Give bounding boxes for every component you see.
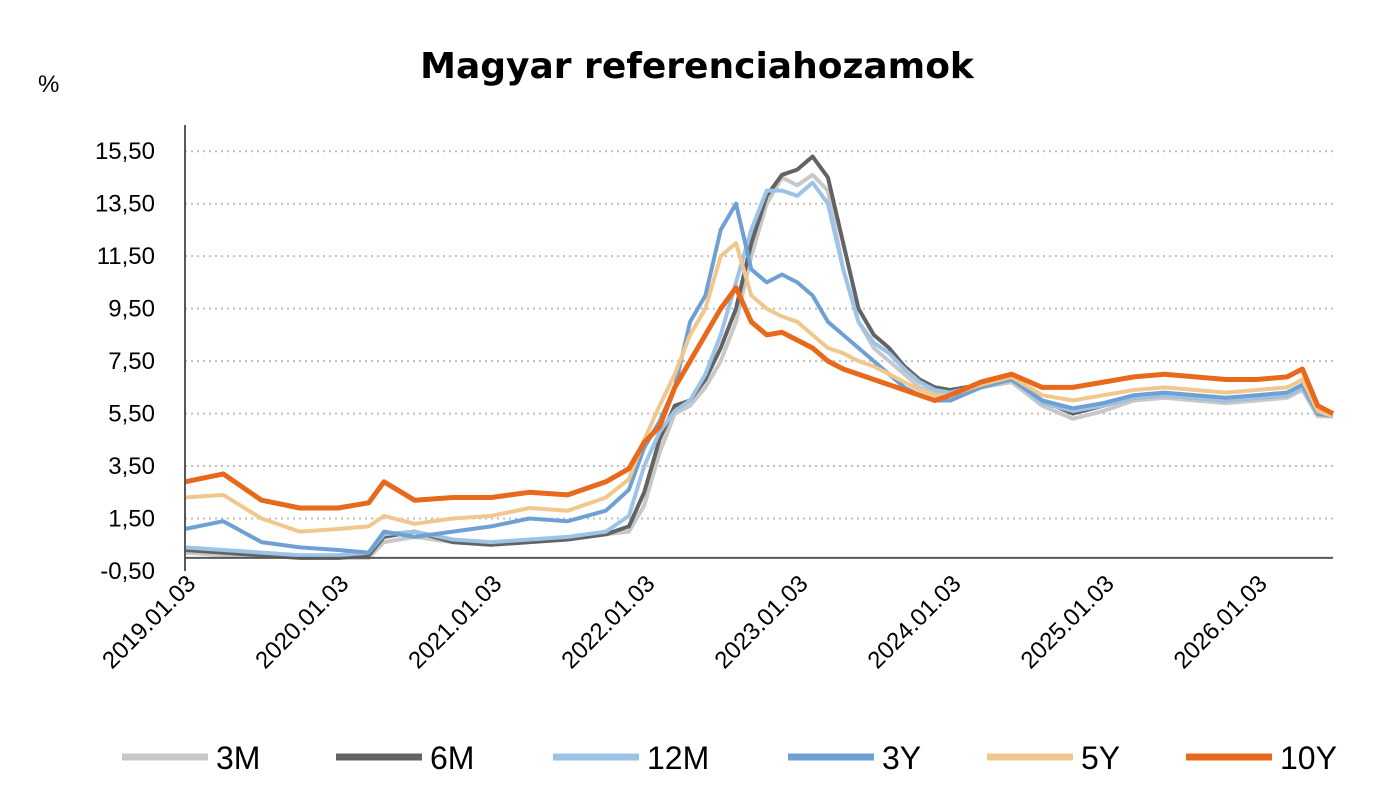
x-tick-label: 2024.01.03 <box>863 570 967 674</box>
y-tick-label: -0,50 <box>100 558 155 585</box>
x-tick-label: 2023.01.03 <box>709 570 813 674</box>
x-tick-label: 2021.01.03 <box>403 570 507 674</box>
y-tick-label: 9,50 <box>108 296 155 323</box>
legend-label-6m: 6M <box>430 740 474 776</box>
legend: 3M 6M 12M 3Y 5Y 10Y <box>122 740 1337 776</box>
y-tick-label: 11,50 <box>97 243 155 270</box>
x-axis-ticks: 2019.01.03 2020.01.03 2021.01.03 2022.01.03… <box>97 570 1272 674</box>
series-line-5y <box>184 241 1334 534</box>
y-tick-label: 3,50 <box>108 453 155 480</box>
legend-label-3m: 3M <box>216 740 260 776</box>
series-line-12m <box>184 180 1334 558</box>
y-tick-label: 5,50 <box>108 401 155 428</box>
x-tick-label: 2022.01.03 <box>556 570 660 674</box>
legend-label-3y: 3Y <box>882 740 921 776</box>
y-axis-unit: % <box>38 71 59 98</box>
y-tick-label: 1,50 <box>108 506 155 533</box>
legend-label-12m: 12M <box>647 740 709 776</box>
legend-label-5y: 5Y <box>1081 740 1120 776</box>
series-line-10y <box>184 285 1335 511</box>
series-line-3y <box>184 201 1334 555</box>
x-tick-label: 2020.01.03 <box>250 570 354 674</box>
x-tick-label: 2019.01.03 <box>97 570 201 674</box>
series-line-6m <box>184 154 1333 560</box>
y-tick-label: 13,50 <box>95 191 155 218</box>
legend-label-10y: 10Y <box>1280 740 1337 776</box>
chart-title: Magyar referenciahozamok <box>420 46 975 87</box>
y-axis-ticks: -0,50 1,50 3,50 5,50 7,50 9,50 11,50 13,50 15,50 <box>95 138 155 585</box>
series-line-3m <box>184 172 1333 560</box>
y-tick-label: 7,50 <box>108 348 155 375</box>
x-tick-label: 2025.01.03 <box>1016 570 1120 674</box>
x-tick-label: 2026.01.03 <box>1169 570 1273 674</box>
series-lines <box>184 154 1335 560</box>
y-tick-label: 15,50 <box>95 138 155 165</box>
